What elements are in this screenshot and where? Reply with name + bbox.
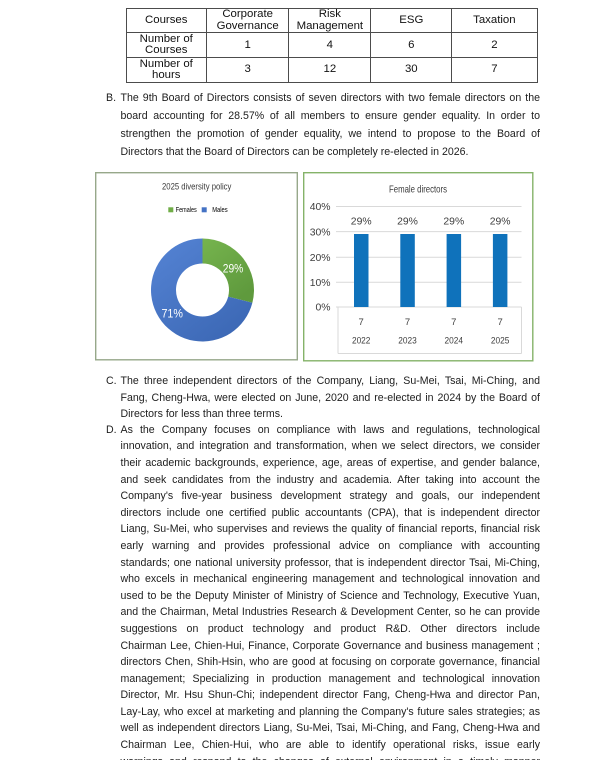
svg-text:7: 7 xyxy=(405,317,410,328)
svg-text:29%: 29% xyxy=(223,261,244,275)
svg-text:2022: 2022 xyxy=(352,336,371,347)
svg-text:0%: 0% xyxy=(315,303,330,314)
svg-text:7: 7 xyxy=(497,317,502,328)
svg-text:Males: Males xyxy=(212,205,228,214)
svg-text:71%: 71% xyxy=(161,306,183,320)
svg-text:Females: Females xyxy=(176,205,197,214)
svg-text:2023: 2023 xyxy=(398,336,417,347)
svg-text:7: 7 xyxy=(359,317,364,328)
svg-text:29%: 29% xyxy=(490,217,511,228)
svg-text:29%: 29% xyxy=(397,217,418,228)
svg-text:2024: 2024 xyxy=(445,336,464,347)
svg-text:40%: 40% xyxy=(310,202,331,213)
svg-text:29%: 29% xyxy=(351,217,372,228)
svg-text:7: 7 xyxy=(451,317,456,328)
svg-text:Female directors: Female directors xyxy=(389,184,447,195)
svg-text:2025: 2025 xyxy=(491,336,510,347)
svg-text:20%: 20% xyxy=(310,253,331,264)
svg-text:29%: 29% xyxy=(443,217,464,228)
svg-text:10%: 10% xyxy=(310,278,331,289)
svg-text:2025 diversity policy: 2025 diversity policy xyxy=(162,182,232,192)
svg-text:30%: 30% xyxy=(310,227,331,238)
